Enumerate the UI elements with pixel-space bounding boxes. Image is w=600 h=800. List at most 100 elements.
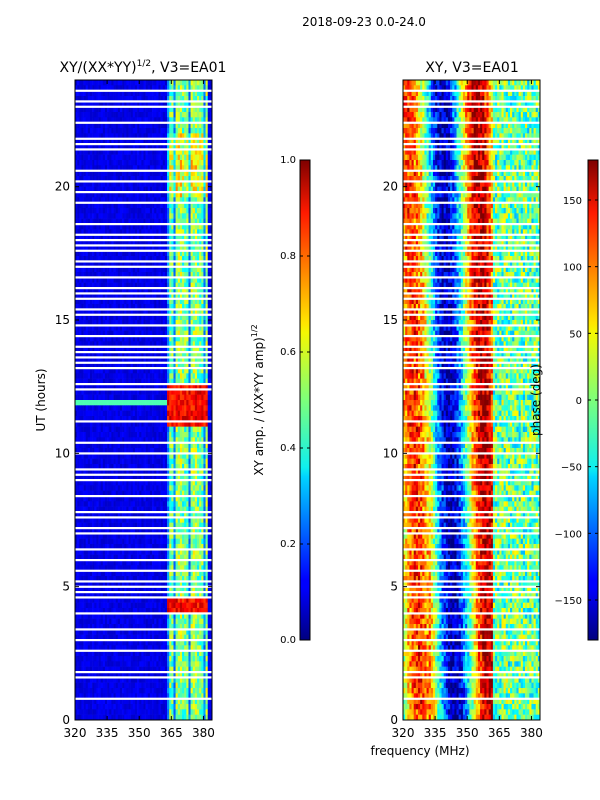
amplitude-cell: [169, 197, 172, 203]
amplitude-cell: [188, 80, 191, 86]
amplitude-cell: [162, 160, 166, 166]
amplitude-cell: [147, 458, 151, 465]
amplitude-cell: [162, 85, 166, 91]
amplitude-cell: [167, 96, 170, 102]
amplitude-cell: [139, 106, 142, 113]
amplitude-cell: [104, 96, 108, 102]
amplitude-cell: [117, 282, 121, 289]
amplitude-cell: [207, 186, 211, 193]
amplitude-cell: [113, 229, 116, 235]
amplitude-cell: [143, 469, 146, 475]
amplitude-cell: [152, 229, 155, 235]
amplitude-cell: [89, 480, 93, 486]
amplitude-cell: [169, 128, 172, 134]
amplitude-cell: [184, 474, 187, 481]
amplitude-cell: [194, 293, 198, 299]
amplitude-cell: [139, 245, 142, 251]
amplitude-cell: [126, 186, 129, 193]
amplitude-cell: [109, 117, 112, 123]
amplitude-cell: [149, 330, 153, 337]
amplitude-cell: [100, 309, 104, 315]
amplitude-cell: [83, 240, 86, 246]
amplitude-cell: [149, 490, 153, 497]
amplitude-cell: [126, 448, 129, 454]
amplitude-cell: [199, 176, 202, 182]
amplitude-cell: [132, 357, 136, 363]
amplitude-cell: [119, 298, 123, 305]
amplitude-cell: [119, 346, 123, 353]
amplitude-cell: [100, 426, 104, 433]
amplitude-cell: [205, 357, 209, 363]
amplitude-cell: [186, 208, 189, 214]
amplitude-cell: [141, 165, 144, 171]
amplitude-cell: [182, 336, 185, 342]
amplitude-cell: [134, 202, 138, 209]
amplitude-cell: [169, 160, 172, 166]
amplitude-cell: [160, 176, 164, 182]
amplitude-cell: [87, 96, 91, 102]
amplitude-cell: [130, 309, 134, 315]
amplitude-cell: [143, 234, 146, 241]
amplitude-cell: [107, 320, 110, 326]
amplitude-cell: [96, 352, 99, 358]
amplitude-cell: [199, 85, 202, 91]
amplitude-cell: [89, 400, 93, 406]
amplitude-cell: [147, 384, 151, 390]
amplitude-cell: [167, 368, 170, 374]
amplitude-cell: [205, 250, 209, 257]
amplitude-cell: [149, 128, 153, 134]
amplitude-cell: [156, 106, 159, 113]
amplitude-cell: [89, 458, 93, 465]
amplitude-cell: [154, 314, 157, 321]
amplitude-cell: [104, 416, 108, 422]
amplitude-cell: [192, 90, 196, 97]
amplitude-cell: [145, 405, 149, 411]
amplitude-cell: [122, 304, 125, 310]
amplitude-cell: [156, 293, 159, 299]
amplitude-cell: [173, 448, 176, 454]
amplitude-cell: [83, 293, 86, 299]
amplitude-cell: [139, 112, 142, 118]
amplitude-cell: [107, 357, 110, 363]
amplitude-cell: [145, 240, 149, 246]
amplitude-cell: [203, 474, 206, 481]
amplitude-cell: [81, 85, 84, 91]
amplitude-cell: [182, 122, 185, 129]
amplitude-cell: [145, 304, 149, 310]
amplitude-cell: [152, 101, 155, 107]
amplitude-cell: [147, 325, 151, 331]
amplitude-cell: [92, 282, 95, 289]
amplitude-cell: [145, 298, 149, 305]
amplitude-cell: [143, 90, 146, 97]
amplitude-cell: [164, 304, 168, 310]
amplitude-cell: [173, 224, 176, 230]
amplitude-cell: [162, 272, 166, 278]
amplitude-cell: [201, 330, 204, 337]
amplitude-cell: [107, 229, 110, 235]
amplitude-cell: [139, 453, 142, 459]
amplitude-cell: [179, 170, 183, 177]
amplitude-cell: [188, 437, 191, 443]
amplitude-cell: [107, 133, 110, 139]
amplitude-cell: [162, 336, 166, 342]
amplitude-cell: [98, 229, 101, 235]
amplitude-cell: [100, 282, 104, 289]
amplitude-cell: [87, 122, 91, 129]
amplitude-cell: [205, 229, 209, 235]
amplitude-cell: [130, 202, 134, 209]
amplitude-cell: [92, 330, 95, 337]
amplitude-cell: [100, 464, 104, 470]
amplitude-cell: [154, 122, 157, 129]
amplitude-cell: [167, 309, 170, 315]
amplitude-cell: [85, 362, 89, 369]
amplitude-cell: [98, 405, 101, 411]
amplitude-cell: [87, 261, 91, 267]
amplitude-cell: [81, 197, 84, 203]
amplitude-cell: [139, 368, 142, 374]
amplitude-cell: [158, 448, 161, 454]
amplitude-cell: [77, 96, 80, 102]
amplitude-cell: [115, 490, 119, 497]
amplitude-cell: [122, 144, 125, 150]
amplitude-cell: [149, 96, 153, 102]
amplitude-cell: [171, 133, 174, 139]
